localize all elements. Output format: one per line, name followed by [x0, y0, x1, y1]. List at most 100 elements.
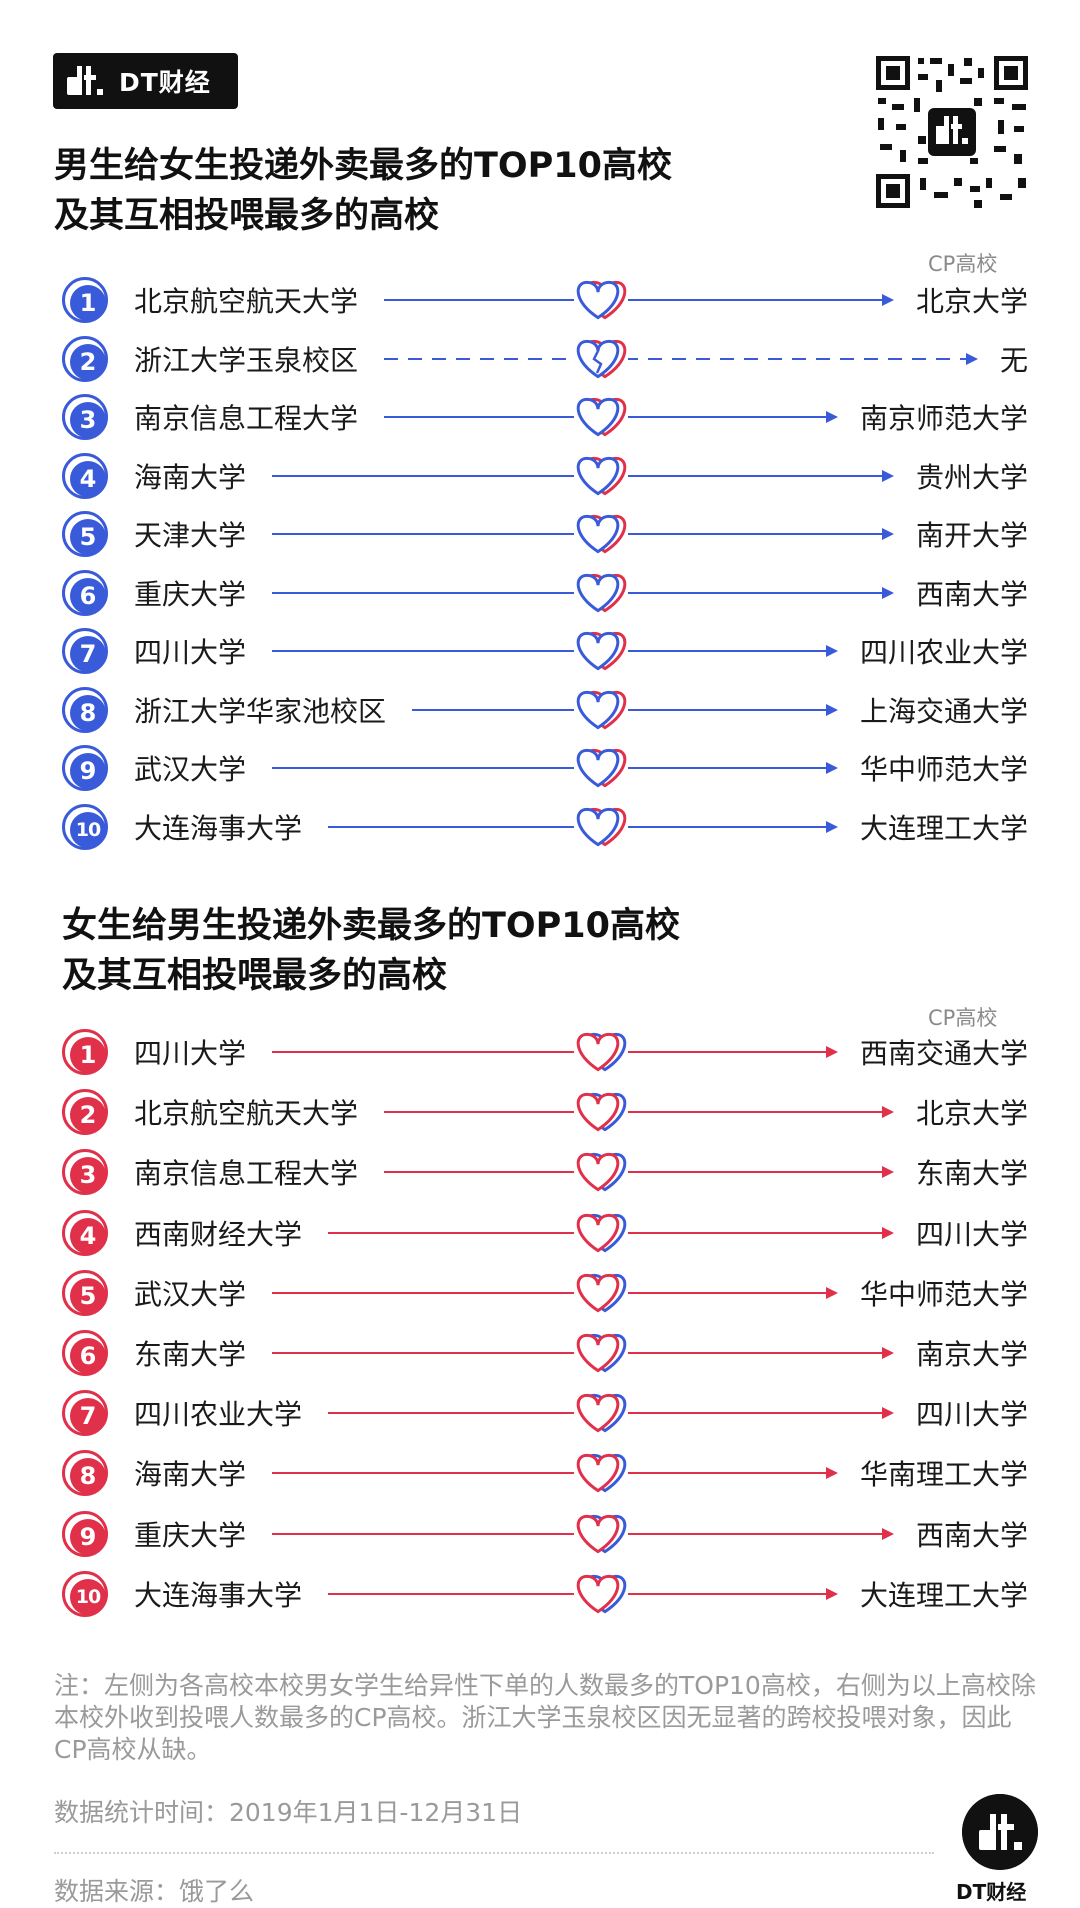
- rank-badge: 10: [62, 1570, 108, 1617]
- arrow-head-icon: [882, 294, 894, 306]
- arrow-head-icon: [826, 1286, 838, 1299]
- heart-crack-icon: [592, 349, 603, 374]
- source-school: 武汉大学: [134, 1277, 247, 1311]
- list-item: 2 北京航空航天大学 北京大学: [0, 1087, 1080, 1137]
- cp-school: 华南理工大学: [859, 1458, 1028, 1492]
- cp-school: 四川大学: [915, 1217, 1028, 1251]
- cp-school: 华中师范大学: [859, 1277, 1028, 1311]
- rank-badge: 3: [62, 394, 108, 440]
- rank-number: 3: [70, 402, 106, 438]
- cp-school: 无: [999, 343, 1028, 377]
- list-item: 6 东南大学 南京大学: [0, 1328, 1080, 1378]
- link-arrow: [272, 746, 838, 790]
- rank-badge: 7: [62, 1390, 108, 1437]
- source-school: 北京航空航天大学: [134, 1097, 359, 1131]
- rank-badge: 10: [62, 803, 108, 850]
- rank-badge: 5: [62, 1269, 108, 1316]
- heart-icon: [576, 690, 620, 729]
- heart-icon: [576, 748, 620, 788]
- cp-school: 上海交通大学: [859, 694, 1028, 728]
- brand-logo: DT财经: [53, 53, 238, 109]
- link-arrow: [272, 512, 894, 556]
- source-school: 海南大学: [134, 1458, 247, 1492]
- cp-column-label: CP高校: [928, 252, 998, 276]
- list-item: 8 浙江大学华家池校区 上海交通大学: [0, 685, 1080, 735]
- heart-icon: [576, 456, 620, 495]
- rank-badge: 9: [62, 1510, 108, 1557]
- heart-icon: [576, 807, 620, 846]
- arrow-head-icon: [826, 645, 838, 657]
- cp-school: 华中师范大学: [859, 753, 1028, 786]
- link-arrow: [272, 1030, 838, 1074]
- rank-number: 7: [70, 636, 106, 672]
- rank-badge: 3: [62, 1149, 108, 1196]
- data-period: 数据统计时间：2019年1月1日-12月31日: [54, 1798, 523, 1827]
- title-line: 及其互相投喂最多的高校: [54, 196, 440, 236]
- heart-icon: [576, 514, 620, 554]
- title-line: 及其互相投喂最多的高校: [62, 956, 448, 996]
- list-item: 10 大连海事大学 大连理工大学: [0, 802, 1080, 852]
- cp-school: 大连理工大学: [859, 811, 1028, 845]
- cp-column-label: CP高校: [928, 1006, 998, 1030]
- heart-icon: [576, 1394, 620, 1433]
- source-school: 西南财经大学: [134, 1217, 303, 1251]
- source-school: 重庆大学: [134, 1518, 247, 1552]
- rank-badge: 1: [62, 1029, 108, 1075]
- link-arrow: [384, 1150, 894, 1195]
- rank-number: 4: [70, 460, 106, 497]
- list-item: 1 北京航空航天大学 北京大学: [0, 275, 1080, 325]
- heart-icon: [576, 573, 620, 612]
- title-line: 男生给女生投递外卖最多的TOP10高校: [54, 146, 672, 186]
- list-item: 2 浙江大学玉泉校区 无: [0, 334, 1080, 384]
- heart-icon: [576, 1273, 620, 1313]
- rank-number: 9: [70, 1518, 106, 1555]
- cp-school: 四川农业大学: [859, 636, 1028, 669]
- list-item: 7 四川农业大学 四川大学: [0, 1388, 1080, 1438]
- source-school: 东南大学: [134, 1338, 247, 1371]
- heart-icon: [576, 1032, 620, 1072]
- cp-school: 西南大学: [915, 577, 1028, 611]
- cp-school: 西南大学: [915, 1518, 1028, 1552]
- arrow-head-icon: [882, 1226, 894, 1239]
- heart-icon: [576, 1153, 620, 1192]
- cp-school: 南开大学: [915, 519, 1028, 552]
- link-arrow: [412, 687, 838, 732]
- rank-badge: 6: [62, 569, 108, 616]
- rank-number: 6: [70, 1338, 106, 1374]
- source-school: 北京航空航天大学: [134, 285, 359, 318]
- rank-number: 1: [70, 1037, 106, 1073]
- rank-number: 8: [70, 1458, 106, 1495]
- rank-number: 7: [70, 1398, 106, 1435]
- arrow-head-icon: [882, 469, 894, 482]
- heart-icon: [576, 397, 620, 437]
- rank-badge: 4: [62, 452, 108, 499]
- rank-number: 9: [70, 753, 106, 789]
- link-arrow: [272, 629, 838, 673]
- arrow-head-icon: [826, 1467, 838, 1480]
- arrow-head-icon: [826, 762, 838, 774]
- source-school: 大连海事大学: [134, 1578, 303, 1612]
- rank-badge: 8: [62, 1450, 108, 1497]
- rank-number: 1: [70, 285, 106, 321]
- rank-badge: 9: [62, 745, 108, 791]
- rank-badge: 2: [62, 335, 108, 382]
- dt-logo-icon: [962, 1794, 1038, 1870]
- brand-name: DT财经: [119, 68, 211, 97]
- list-item: 9 重庆大学 西南大学: [0, 1509, 1080, 1559]
- cp-school: 四川大学: [915, 1398, 1028, 1432]
- heart-icon: [576, 1213, 620, 1252]
- cp-school: 贵州大学: [915, 460, 1028, 494]
- arrow-head-icon: [966, 352, 978, 365]
- list-item: 4 西南财经大学 四川大学: [0, 1208, 1080, 1258]
- link-arrow: [384, 395, 838, 439]
- cp-school: 东南大学: [915, 1157, 1028, 1191]
- source-school: 南京信息工程大学: [134, 402, 359, 435]
- rank-number: 3: [70, 1157, 106, 1194]
- cp-school: 西南交通大学: [859, 1037, 1028, 1070]
- rank-number: 6: [70, 577, 106, 614]
- heart-icon: [576, 1574, 620, 1614]
- source-school: 浙江大学华家池校区: [134, 694, 387, 728]
- source-school: 海南大学: [134, 460, 247, 494]
- heart-icon: [576, 1093, 620, 1132]
- arrow-head-icon: [826, 820, 838, 833]
